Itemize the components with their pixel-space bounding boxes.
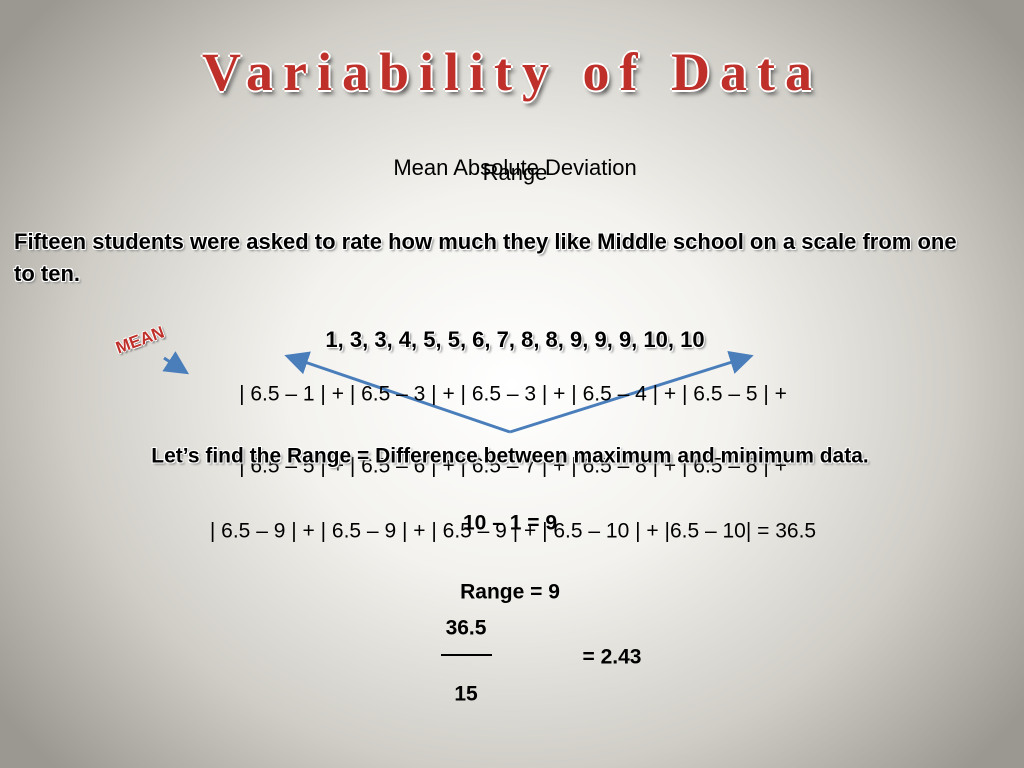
- problem: Fifteen students were asked to rate how …: [14, 229, 957, 286]
- title: Variability of Data: [202, 42, 822, 102]
- mad-line: | 6.5 – 9 | + | 6.5 – 9 | + | 6.5 – 9 | …: [209, 519, 817, 543]
- range-result: Range = 9: [460, 580, 560, 604]
- range-heading: Range: [482, 160, 548, 185]
- arrow-max: [509, 350, 754, 434]
- mad-heading: Mean Absolute Deviation: [393, 155, 637, 180]
- range-instruction: Let’s find the Range = Difference betwee…: [151, 444, 869, 468]
- mad-line: | 6.5 – 1 | + | 6.5 – 3 | + | 6.5 – 3 | …: [239, 382, 787, 406]
- arrow-min: [284, 351, 511, 434]
- mad-line: | 6.5 – 5 | + | 6.5 – 6 | + | 6.5 – 7 | …: [239, 454, 787, 478]
- range-calc: 10 – 1 = 9: [463, 511, 557, 535]
- mad-result: = 2.43: [582, 645, 642, 669]
- data-list: 1, 3, 3, 4, 5, 5, 6, 7, 8, 8, 9, 9, 9, 1…: [325, 327, 705, 352]
- arrow-mean: [162, 351, 190, 375]
- numerator: 36.5: [445, 616, 487, 640]
- denominator: 15: [454, 682, 478, 706]
